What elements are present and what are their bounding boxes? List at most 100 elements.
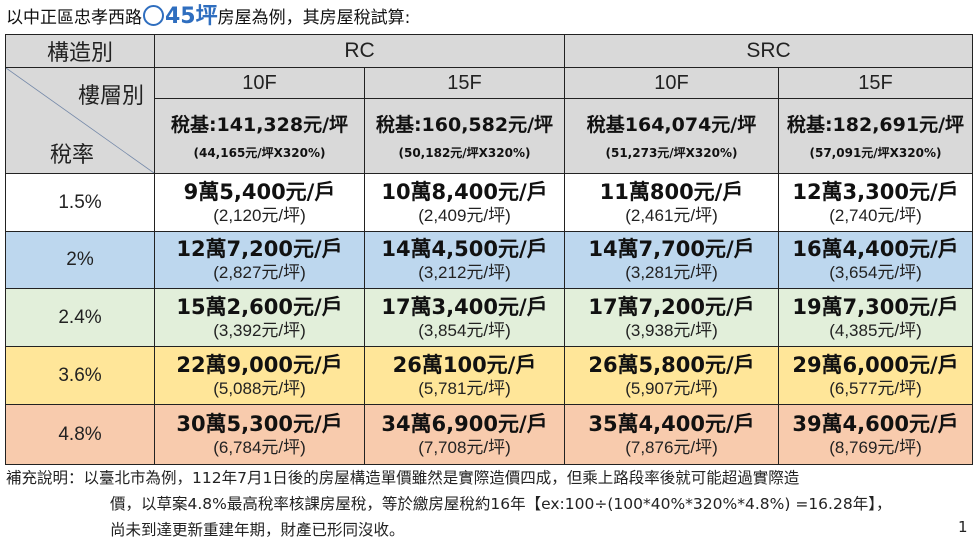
per-ping-tax: (3,281元/坪) xyxy=(625,263,718,282)
per-ping-tax: (3,854元/坪) xyxy=(418,320,511,340)
per-unit-tax: 29萬6,000元/戶 xyxy=(792,352,959,377)
per-ping-tax: (6,784元/坪) xyxy=(213,437,306,457)
value-cell: 22萬9,000元/戶 (5,088元/坪) xyxy=(154,346,365,405)
per-unit-tax: 26萬100元/戶 xyxy=(392,352,537,377)
per-unit-tax: 11萬800元/戶 xyxy=(599,179,744,204)
title-highlight: 45坪 xyxy=(165,4,218,29)
per-unit-tax: 9萬5,400元/戶 xyxy=(183,179,336,204)
note-line-1: 補充說明：以臺北市為例，112年7月1日後的房屋構造單價雖然是實際造價四成，但乘… xyxy=(6,469,800,487)
rate-cell: 3.6% xyxy=(5,346,155,405)
per-unit-tax: 34萬6,900元/戶 xyxy=(381,411,548,436)
page-number: 1 xyxy=(958,518,968,536)
note-line-3: 尚未到達更新重建年期，財產已形同沒收。 xyxy=(110,521,405,539)
tax-base-calc: (44,165元/坪X320%) xyxy=(193,146,326,160)
per-ping-tax: (7,876元/坪) xyxy=(625,437,718,457)
floor-src-10f: 10F xyxy=(564,67,779,99)
tax-base-rc-10f: 稅基:141,328元/坪 (44,165元/坪X320%) xyxy=(154,98,365,174)
per-unit-tax: 12萬3,300元/戶 xyxy=(792,179,959,204)
per-unit-tax: 17萬3,400元/戶 xyxy=(381,294,548,319)
value-cell: 10萬8,400元/戶 (2,409元/坪) xyxy=(364,173,565,232)
per-unit-tax: 39萬4,600元/戶 xyxy=(792,411,959,436)
per-ping-tax: (3,654元/坪) xyxy=(829,263,922,282)
table-row: 1.5% 9萬5,400元/戶 (2,120元/坪) 10萬8,400元/戶 (2,… xyxy=(5,173,973,232)
value-cell: 26萬100元/戶 (5,781元/坪) xyxy=(364,346,565,405)
tax-base-src-15f: 稅基:182,691元/坪 (57,091元/坪X320%) xyxy=(778,98,973,174)
tax-base-value: 稅基:160,582元/坪 xyxy=(375,114,554,136)
per-ping-tax: (6,577元/坪) xyxy=(829,378,922,398)
table-row: 3.6% 22萬9,000元/戶 (5,088元/坪) 26萬100元/戶 (5,7… xyxy=(5,346,973,405)
value-cell: 16萬4,400元/戶 (3,654元/坪) xyxy=(778,231,973,289)
value-cell: 14萬7,700元/戶 (3,281元/坪) xyxy=(564,231,779,289)
per-ping-tax: (3,938元/坪) xyxy=(625,320,718,340)
corner-header: 樓層別 稅率 xyxy=(5,67,155,174)
per-ping-tax: (5,907元/坪) xyxy=(625,378,718,398)
per-unit-tax: 22萬9,000元/戶 xyxy=(176,352,343,377)
table-row: 2% 12萬7,200元/戶 (2,827元/坪) 14萬4,500元/戶 (3,2… xyxy=(5,231,973,289)
tax-base-calc: (57,091元/坪X320%) xyxy=(809,146,942,160)
value-cell: 17萬3,400元/戶 (3,854元/坪) xyxy=(364,288,565,347)
rate-cell: 4.8% xyxy=(5,404,155,465)
diagonal-divider-icon xyxy=(6,68,154,173)
tax-base-value: 稅基:141,328元/坪 xyxy=(170,114,349,136)
value-cell: 9萬5,400元/戶 (2,120元/坪) xyxy=(154,173,365,232)
per-unit-tax: 19萬7,300元/戶 xyxy=(792,294,959,319)
per-ping-tax: (2,409元/坪) xyxy=(418,205,511,225)
tax-base-rc-15f: 稅基:160,582元/坪 (50,182元/坪X320%) xyxy=(364,98,565,174)
value-cell: 34萬6,900元/戶 (7,708元/坪) xyxy=(364,404,565,465)
per-ping-tax: (2,827元/坪) xyxy=(213,263,306,282)
rate-cell: 2% xyxy=(5,231,155,289)
table-row: 4.8% 30萬5,300元/戶 (6,784元/坪) 34萬6,900元/戶 (7… xyxy=(5,404,973,465)
per-unit-tax: 12萬7,200元/戶 xyxy=(176,237,343,261)
value-cell: 19萬7,300元/戶 (4,385元/坪) xyxy=(778,288,973,347)
floor-src-15f: 15F xyxy=(778,67,973,99)
per-unit-tax: 30萬5,300元/戶 xyxy=(176,411,343,436)
tax-base-calc: (50,182元/坪X320%) xyxy=(398,146,531,160)
value-cell: 15萬2,600元/戶 (3,392元/坪) xyxy=(154,288,365,347)
circle-placeholder-icon xyxy=(143,5,164,26)
table-row: 2.4% 15萬2,600元/戶 (3,392元/坪) 17萬3,400元/戶 (3… xyxy=(5,288,973,347)
per-ping-tax: (3,392元/坪) xyxy=(213,320,306,340)
supplementary-note: 補充說明：以臺北市為例，112年7月1日後的房屋構造單價雖然是實際造價四成，但乘… xyxy=(6,465,891,543)
tax-base-value: 稅基164,074元/坪 xyxy=(586,114,757,136)
per-ping-tax: (3,212元/坪) xyxy=(418,263,511,282)
per-unit-tax: 35萬4,400元/戶 xyxy=(588,411,755,436)
per-ping-tax: (2,740元/坪) xyxy=(829,205,922,225)
floor-rc-10f: 10F xyxy=(154,67,365,99)
value-cell: 30萬5,300元/戶 (6,784元/坪) xyxy=(154,404,365,465)
tax-base-value: 稅基:182,691元/坪 xyxy=(786,114,965,136)
value-cell: 12萬7,200元/戶 (2,827元/坪) xyxy=(154,231,365,289)
page-title: 以中正區忠孝西路 45坪房屋為例，其房屋稅試算: xyxy=(6,3,410,31)
tax-base-calc: (51,273元/坪X320%) xyxy=(605,146,738,160)
title-prefix: 以中正區忠孝西路 xyxy=(6,8,142,28)
per-unit-tax: 26萬5,800元/戶 xyxy=(588,352,755,377)
per-ping-tax: (5,781元/坪) xyxy=(418,378,511,398)
value-cell: 35萬4,400元/戶 (7,876元/坪) xyxy=(564,404,779,465)
per-unit-tax: 14萬7,700元/戶 xyxy=(588,237,755,261)
rate-label: 稅率 xyxy=(50,143,95,168)
value-cell: 29萬6,000元/戶 (6,577元/坪) xyxy=(778,346,973,405)
per-unit-tax: 16萬4,400元/戶 xyxy=(792,237,959,261)
floor-label: 樓層別 xyxy=(77,84,144,109)
per-ping-tax: (2,461元/坪) xyxy=(625,205,718,225)
value-cell: 39萬4,600元/戶 (8,769元/坪) xyxy=(778,404,973,465)
value-cell: 26萬5,800元/戶 (5,907元/坪) xyxy=(564,346,779,405)
value-cell: 17萬7,200元/戶 (3,938元/坪) xyxy=(564,288,779,347)
tax-base-src-10f: 稅基164,074元/坪 (51,273元/坪X320%) xyxy=(564,98,779,174)
title-suffix: 房屋為例，其房屋稅試算: xyxy=(217,8,411,28)
value-cell: 11萬800元/戶 (2,461元/坪) xyxy=(564,173,779,232)
rate-cell: 1.5% xyxy=(5,173,155,232)
structure-src: SRC xyxy=(564,34,973,68)
value-cell: 14萬4,500元/戶 (3,212元/坪) xyxy=(364,231,565,289)
per-ping-tax: (7,708元/坪) xyxy=(418,437,511,457)
per-unit-tax: 14萬4,500元/戶 xyxy=(381,237,548,261)
per-unit-tax: 10萬8,400元/戶 xyxy=(381,179,548,204)
per-unit-tax: 15萬2,600元/戶 xyxy=(176,294,343,319)
per-ping-tax: (8,769元/坪) xyxy=(829,437,922,457)
per-ping-tax: (4,385元/坪) xyxy=(829,320,922,340)
structure-rc: RC xyxy=(154,34,565,68)
per-unit-tax: 17萬7,200元/戶 xyxy=(588,294,755,319)
floor-rc-15f: 15F xyxy=(364,67,565,99)
house-tax-table: 構造別 RC SRC 樓層別 稅率 10F 15F 10F 15F 稅基:141… xyxy=(5,34,973,465)
per-ping-tax: (5,088元/坪) xyxy=(213,378,306,398)
structure-label: 構造別 xyxy=(5,34,155,68)
